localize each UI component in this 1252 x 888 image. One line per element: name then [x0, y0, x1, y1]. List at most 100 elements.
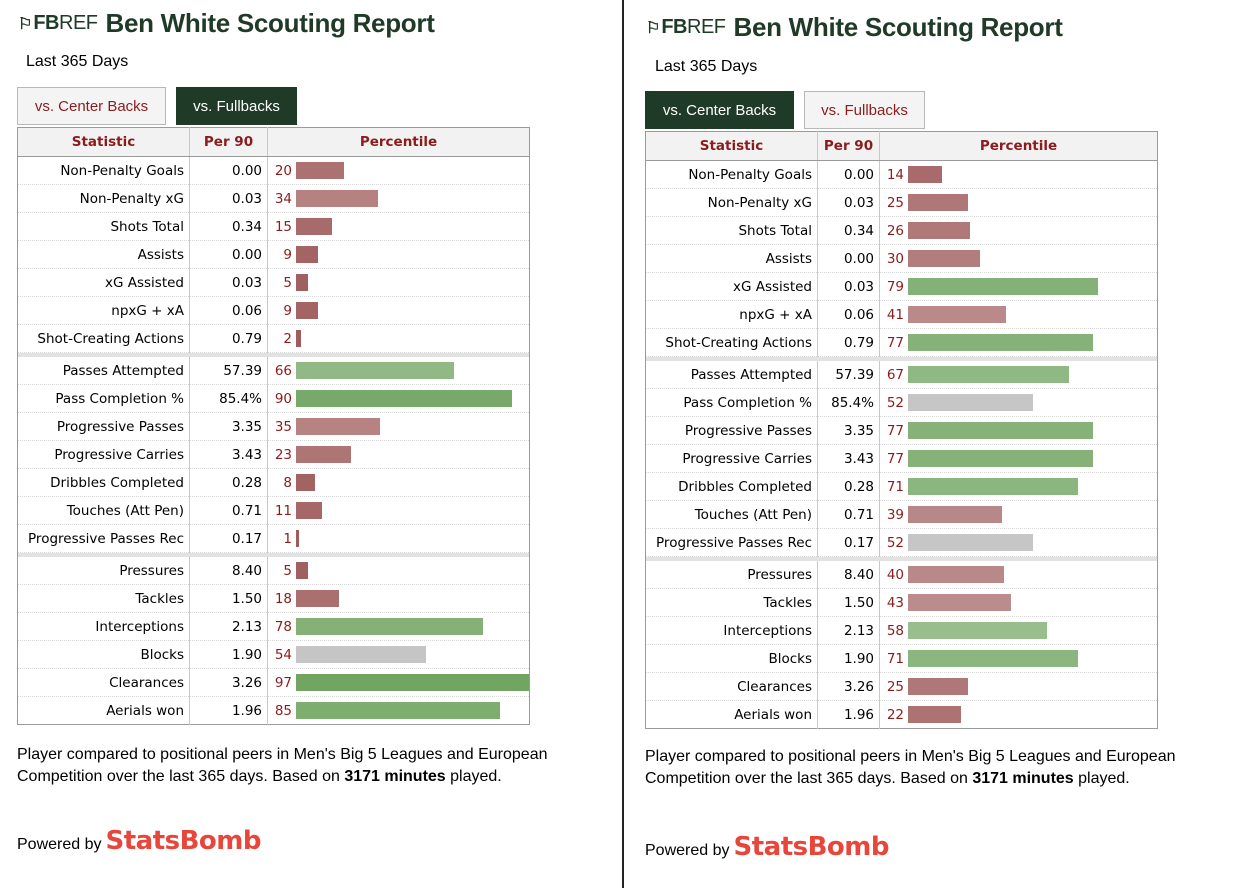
percentile-cell: 25	[879, 672, 1158, 701]
percentile-cell: 43	[879, 588, 1158, 617]
table-row: Non-Penalty xG 0.03 25	[645, 188, 1158, 217]
percentile-cell: 67	[879, 361, 1158, 389]
tab-vs-fullbacks[interactable]: vs. Fullbacks	[176, 87, 297, 125]
stat-name: Progressive Passes	[645, 416, 818, 445]
column-header-percentile[interactable]: Percentile	[879, 131, 1158, 161]
table-row: Aerials won 1.96 85	[17, 696, 530, 725]
period-label: Last 365 Days	[26, 53, 129, 70]
table-row: Non-Penalty Goals 0.00 20	[17, 156, 530, 185]
stat-name: npxG + xA	[645, 300, 818, 329]
stat-name: Interceptions	[17, 612, 190, 641]
stat-name: Shots Total	[645, 216, 818, 245]
percentile-value: 11	[274, 502, 292, 519]
percentile-cell: 34	[267, 184, 530, 213]
percentile-cell: 77	[879, 444, 1158, 473]
per90-value: 0.71	[189, 496, 268, 525]
column-header-statistic[interactable]: Statistic	[17, 127, 190, 157]
percentile-cell: 14	[879, 160, 1158, 189]
percentile-value: 39	[886, 506, 904, 523]
table-row: Progressive Passes Rec 0.17 52	[645, 528, 1158, 557]
scouting-table: Statistic Per 90 Percentile Non-Penalty …	[17, 127, 530, 725]
per90-value: 0.00	[817, 160, 880, 189]
per90-value: 0.03	[189, 268, 268, 297]
percentile-bar	[296, 530, 299, 547]
percentile-cell: 30	[879, 244, 1158, 273]
table-row: Passes Attempted 57.39 66	[17, 357, 530, 385]
column-header-per90[interactable]: Per 90	[817, 131, 880, 161]
percentile-bar	[296, 246, 318, 263]
percentile-bar	[908, 394, 1033, 411]
percentile-cell: 78	[267, 612, 530, 641]
per90-value: 57.39	[189, 357, 268, 385]
per90-value: 0.28	[189, 468, 268, 497]
percentile-bar	[908, 306, 1006, 323]
stat-name: xG Assisted	[645, 272, 818, 301]
stat-name: Touches (Att Pen)	[645, 500, 818, 529]
stat-name: Touches (Att Pen)	[17, 496, 190, 525]
percentile-bar	[908, 678, 968, 695]
column-header-percentile[interactable]: Percentile	[267, 127, 530, 157]
table-row: Progressive Passes Rec 0.17 1	[17, 524, 530, 553]
tab-vs-center-backs[interactable]: vs. Center Backs	[17, 87, 166, 125]
table-row: npxG + xA 0.06 9	[17, 296, 530, 325]
group-separator	[17, 552, 530, 557]
percentile-bar	[908, 250, 980, 267]
percentile-bar	[908, 334, 1093, 351]
column-header-per90[interactable]: Per 90	[189, 127, 268, 157]
report-header: ⚐ FB REF Ben White Scouting Report	[646, 12, 1063, 43]
percentile-value: 35	[274, 418, 292, 435]
percentile-bar	[908, 222, 970, 239]
stat-name: Dribbles Completed	[17, 468, 190, 497]
per90-value: 0.03	[189, 184, 268, 213]
statsbomb-logo[interactable]: StatsBomb	[105, 826, 262, 856]
stat-name: Clearances	[645, 672, 818, 701]
fbref-logo[interactable]: ⚐ FB REF	[646, 16, 726, 38]
per90-value: 1.50	[189, 584, 268, 613]
per90-value: 0.06	[189, 296, 268, 325]
tab-vs-fullbacks[interactable]: vs. Fullbacks	[804, 91, 925, 129]
stat-name: Tackles	[17, 584, 190, 613]
percentile-value: 26	[886, 222, 904, 239]
percentile-value: 30	[886, 250, 904, 267]
percentile-bar	[296, 190, 378, 207]
stat-name: Non-Penalty xG	[17, 184, 190, 213]
column-header-statistic[interactable]: Statistic	[645, 131, 818, 161]
tab-vs-center-backs[interactable]: vs. Center Backs	[645, 91, 794, 129]
per90-value: 3.43	[817, 444, 880, 473]
minutes-played: 3171 minutes	[344, 768, 446, 785]
per90-value: 57.39	[817, 361, 880, 389]
percentile-bar	[908, 506, 1002, 523]
percentile-value: 77	[886, 334, 904, 351]
percentile-cell: 58	[879, 616, 1158, 645]
stat-name: Pass Completion %	[17, 384, 190, 413]
stat-name: Clearances	[17, 668, 190, 697]
group-separator	[645, 556, 1158, 561]
table-row: Shot-Creating Actions 0.79 77	[645, 328, 1158, 357]
percentile-bar	[296, 502, 322, 519]
per90-value: 8.40	[817, 561, 880, 589]
fbref-logo[interactable]: ⚐ FB REF	[18, 12, 98, 34]
table-row: xG Assisted 0.03 5	[17, 268, 530, 297]
percentile-cell: 41	[879, 300, 1158, 329]
percentile-value: 8	[283, 474, 292, 491]
percentile-cell: 5	[267, 268, 530, 297]
percentile-cell: 18	[267, 584, 530, 613]
percentile-bar	[908, 594, 1011, 611]
statsbomb-logo[interactable]: StatsBomb	[733, 832, 890, 862]
percentile-value: 79	[886, 278, 904, 295]
percentile-bar	[296, 646, 426, 663]
percentile-cell: 23	[267, 440, 530, 469]
percentile-bar	[296, 418, 380, 435]
table-row: Blocks 1.90 71	[645, 644, 1158, 673]
percentile-bar	[296, 330, 301, 347]
table-row: Dribbles Completed 0.28 8	[17, 468, 530, 497]
stat-name: Shot-Creating Actions	[645, 328, 818, 357]
stat-name: Blocks	[17, 640, 190, 669]
powered-by: Powered by StatsBomb	[645, 832, 889, 862]
percentile-cell: 77	[879, 416, 1158, 445]
per90-value: 0.03	[817, 272, 880, 301]
percentile-value: 90	[274, 390, 292, 407]
powered-by: Powered by StatsBomb	[17, 826, 261, 856]
table-row: Shots Total 0.34 26	[645, 216, 1158, 245]
table-row: Interceptions 2.13 58	[645, 616, 1158, 645]
